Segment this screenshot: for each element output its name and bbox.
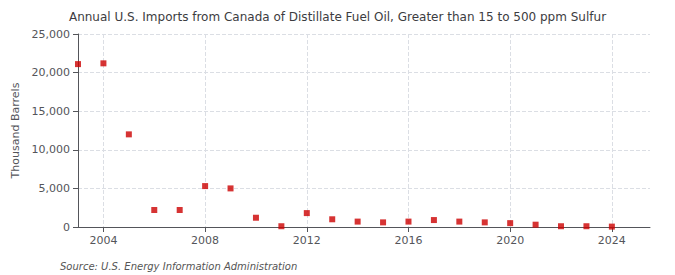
svg-text:Thousand Barrels: Thousand Barrels xyxy=(9,82,22,179)
svg-text:2016: 2016 xyxy=(394,234,422,247)
svg-text:2004: 2004 xyxy=(89,234,117,247)
svg-text:0: 0 xyxy=(63,221,70,234)
svg-text:2020: 2020 xyxy=(496,234,524,247)
svg-text:5,000: 5,000 xyxy=(39,182,71,195)
svg-text:15,000: 15,000 xyxy=(32,105,71,118)
svg-text:Annual U.S. Imports from Canad: Annual U.S. Imports from Canada of Disti… xyxy=(69,10,606,24)
svg-text:2012: 2012 xyxy=(293,234,321,247)
svg-text:2024: 2024 xyxy=(598,234,626,247)
svg-text:2008: 2008 xyxy=(191,234,219,247)
svg-text:20,000: 20,000 xyxy=(32,66,71,79)
svg-text:Source: U.S. Energy Informatio: Source: U.S. Energy Information Administ… xyxy=(60,261,297,272)
svg-text:25,000: 25,000 xyxy=(32,28,71,41)
svg-text:10,000: 10,000 xyxy=(32,143,71,156)
